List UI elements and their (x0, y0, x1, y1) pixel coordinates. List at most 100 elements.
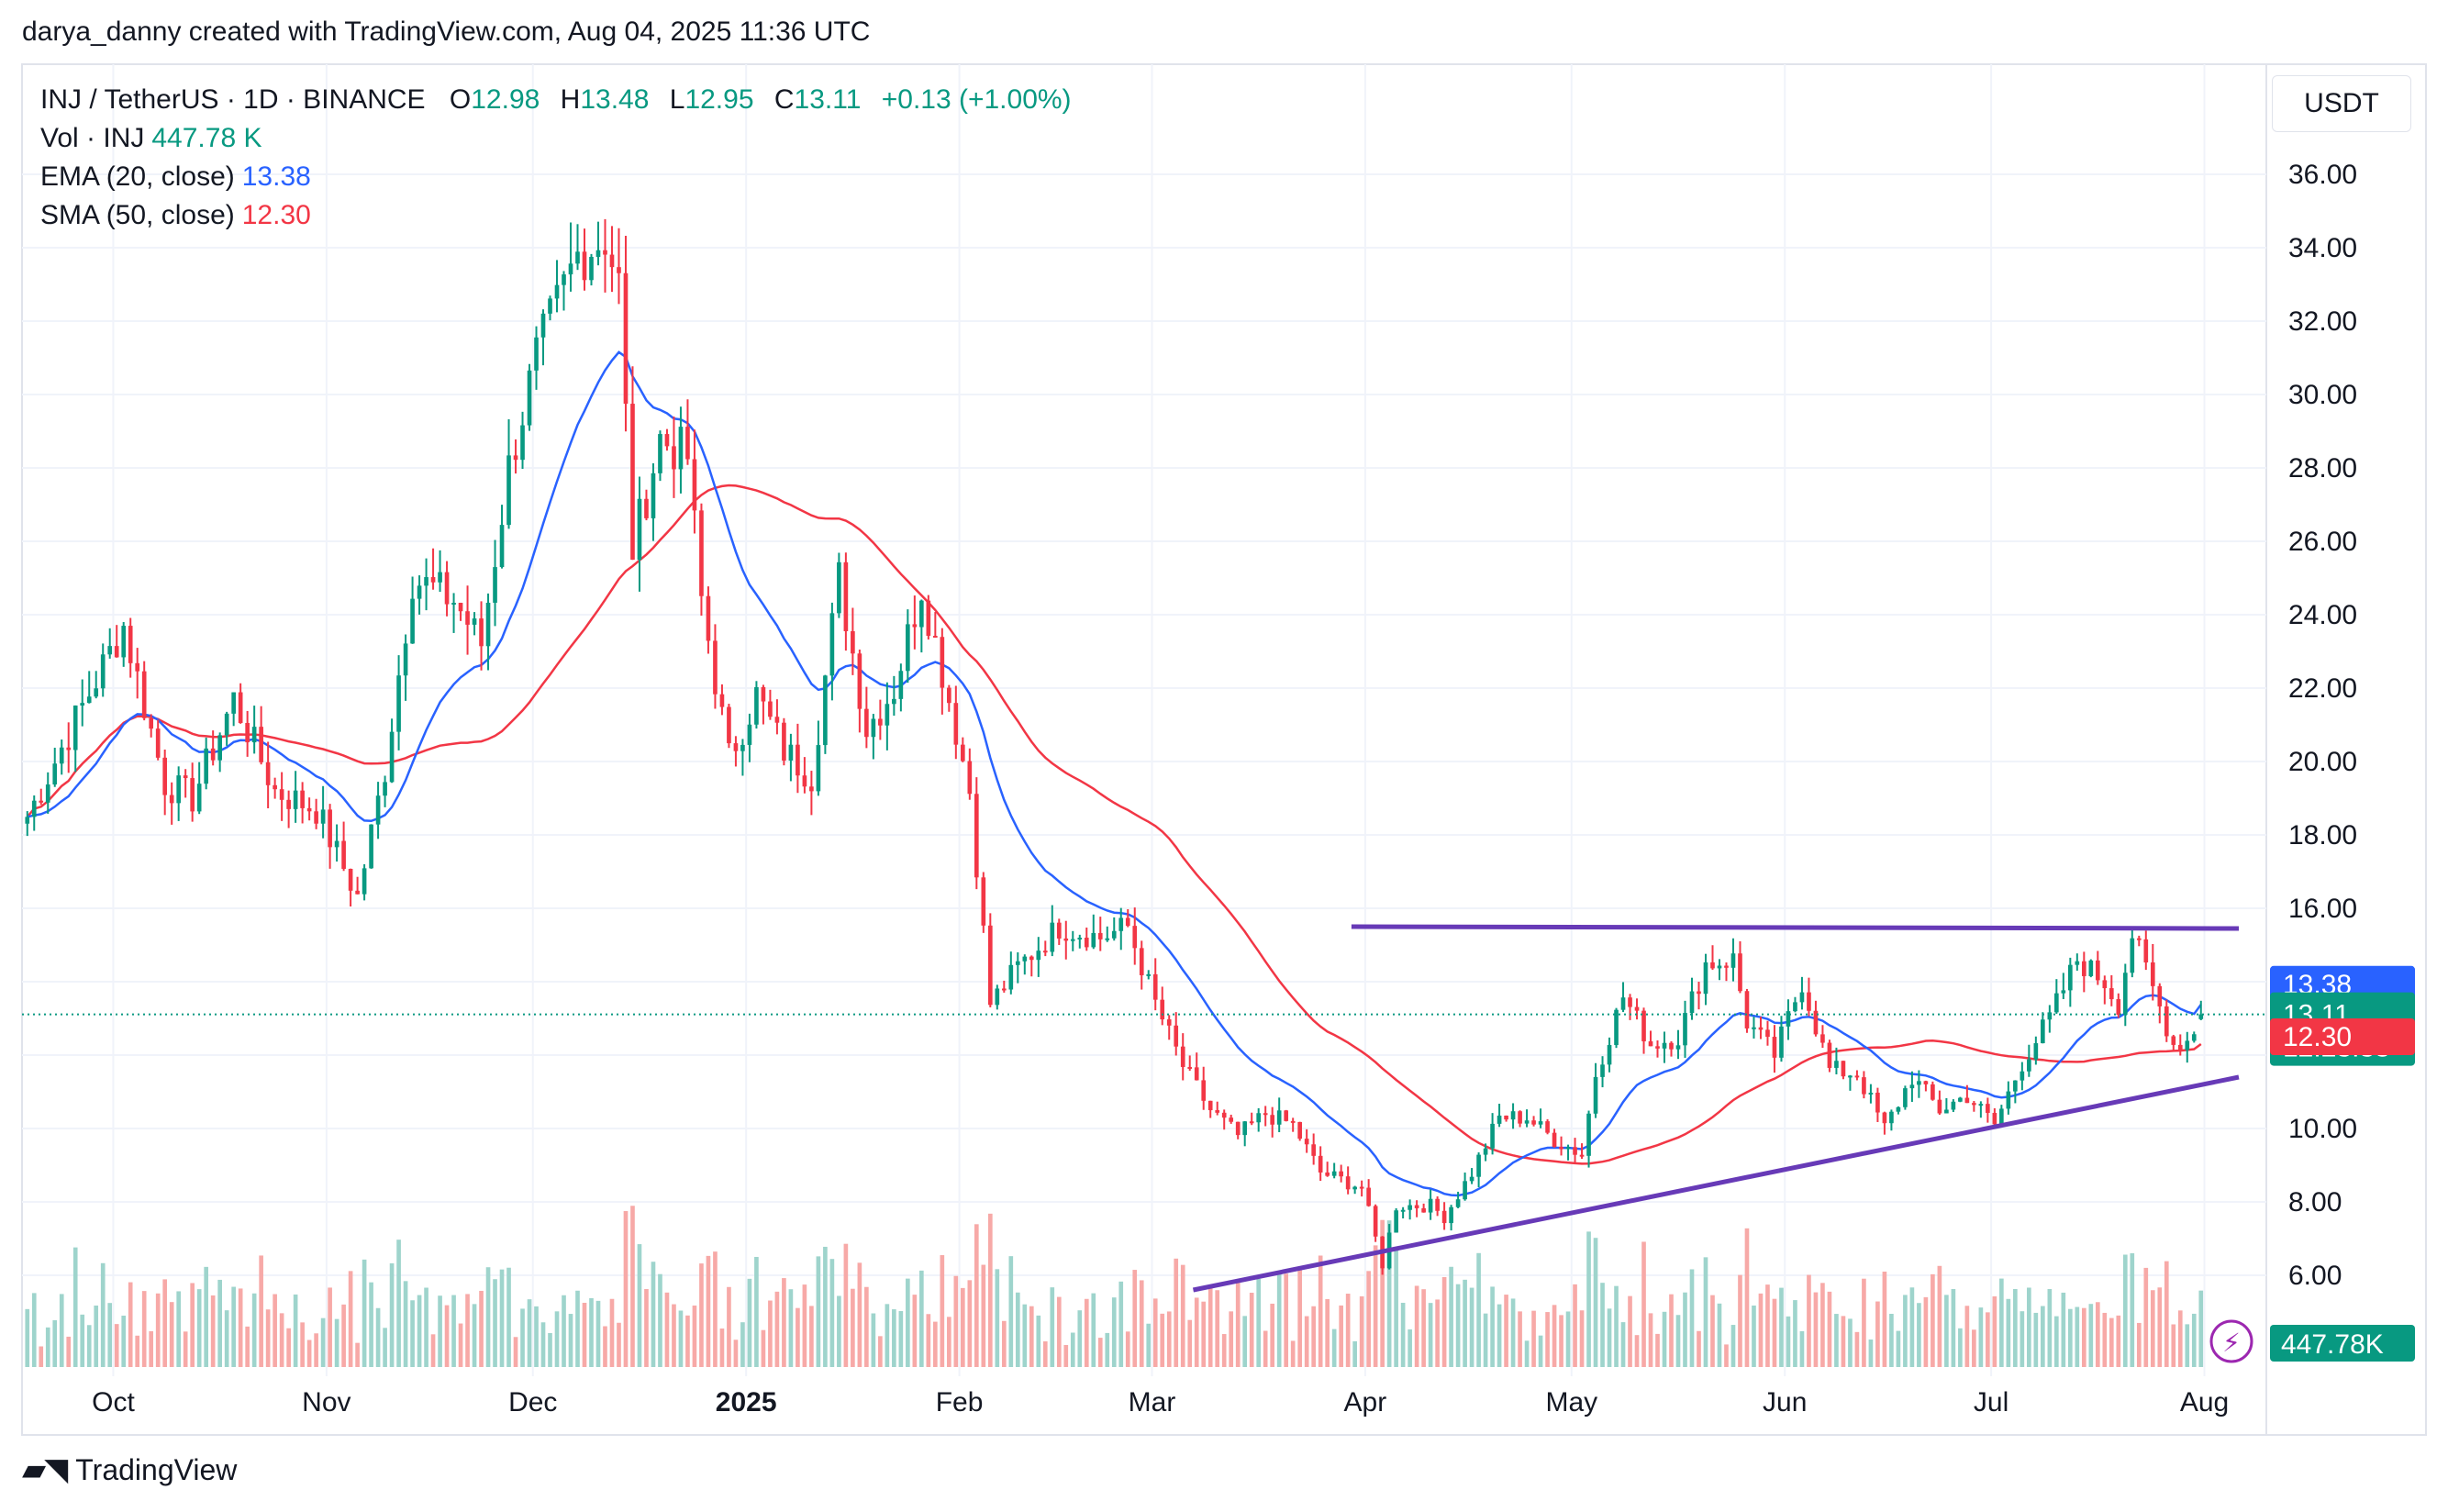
legend-vol-label[interactable]: Vol · INJ (40, 123, 145, 153)
volume-bar (1063, 1344, 1069, 1367)
trendlines[interactable] (1192, 924, 2240, 1293)
volume-bar (155, 1293, 161, 1367)
volume-bar (1345, 1294, 1351, 1367)
legend-sma-label[interactable]: SMA (50, close) (40, 200, 235, 230)
volume-bar (128, 1282, 133, 1367)
y-tick-label: 26.00 (2288, 527, 2357, 557)
volume-bar (1400, 1302, 1406, 1367)
candle-body (1917, 1081, 1921, 1085)
volume-bar (906, 1278, 910, 1367)
volume-bar (279, 1313, 284, 1367)
candle-body (59, 747, 64, 764)
volume-bar (438, 1295, 442, 1367)
volume-bar (1917, 1303, 1921, 1367)
candle-body (829, 613, 835, 676)
candle-body (678, 427, 684, 470)
candle-body (1841, 1061, 1846, 1077)
candle-body (1875, 1092, 1880, 1113)
candle-body (623, 272, 629, 405)
legend-ema-row: EMA (20, close) 13.38 (40, 158, 1072, 196)
volume-bar (1325, 1298, 1330, 1367)
candle-body (1304, 1139, 1309, 1145)
candle-body (603, 250, 607, 255)
candle-body (892, 698, 896, 705)
tradingview-brand[interactable]: ▰◥ TradingView (22, 1451, 237, 1488)
volume-bar (389, 1262, 395, 1367)
y-tick-label: 36.00 (2288, 160, 2357, 190)
candle-body (1435, 1198, 1440, 1211)
candle-body (1545, 1121, 1550, 1133)
candle-body (2130, 938, 2135, 973)
volume-bar (2185, 1324, 2190, 1367)
candle-body (2150, 962, 2155, 986)
volume-bar (796, 1307, 800, 1367)
legend-open: 12.98 (471, 84, 540, 115)
volume-bar (2095, 1302, 2100, 1367)
legend-open-label: O (449, 84, 472, 115)
lightning-icon (2209, 1319, 2253, 1363)
volume-bar (1628, 1295, 1632, 1367)
candle-body (369, 824, 373, 869)
candle-body (210, 748, 216, 761)
volume-bar (1111, 1297, 1117, 1367)
volume-bar (947, 1317, 951, 1367)
candle-body (1524, 1120, 1530, 1124)
candle-body (947, 687, 951, 704)
volume-bar (754, 1256, 759, 1367)
volume-bar (1559, 1315, 1563, 1367)
candle-body (1284, 1110, 1289, 1121)
volume-bars (25, 1206, 2204, 1367)
candle-body (355, 890, 360, 895)
volume-bar (1125, 1331, 1130, 1367)
volume-bar (1675, 1315, 1681, 1367)
candle-body (1586, 1113, 1591, 1156)
volume-bar (1779, 1287, 1784, 1367)
candle-body (245, 722, 250, 743)
volume-bar (912, 1295, 918, 1367)
volume-bar (465, 1294, 470, 1367)
legend-sma: 12.30 (241, 200, 311, 230)
candle-body (1022, 956, 1028, 962)
candle-body (320, 809, 326, 824)
candle-body (1978, 1104, 1984, 1106)
candle-body (1408, 1205, 1412, 1210)
candle-body (1221, 1112, 1227, 1118)
ema-line-group (27, 350, 2202, 1197)
resistance-trendline (1351, 924, 2240, 931)
volume-bar (1758, 1293, 1764, 1367)
candle-body (1207, 1100, 1213, 1111)
candle-body (1008, 964, 1014, 990)
volume-bar (1841, 1316, 1846, 1367)
volume-bar (1579, 1310, 1585, 1367)
currency-selector[interactable]: USDT (2272, 75, 2411, 132)
y-tick-label: 20.00 (2288, 747, 2357, 777)
candle-body (2177, 1044, 2183, 1051)
candle-body (1056, 922, 1062, 939)
legend-ema-label[interactable]: EMA (20, close) (40, 161, 235, 192)
candle-body (2075, 961, 2080, 965)
candle-body (1972, 1103, 1976, 1106)
volume-bar (403, 1281, 408, 1367)
candle-body (595, 250, 601, 258)
legend-symbol[interactable]: INJ / TetherUS · 1D · BINANCE (40, 84, 426, 115)
candle-body (1628, 997, 1632, 1007)
volume-bar (1118, 1281, 1124, 1367)
volume-bar (2068, 1308, 2073, 1367)
candle-body (1772, 1037, 1777, 1058)
x-tick-label: Jul (1974, 1387, 2008, 1418)
volume-bar (1284, 1273, 1289, 1367)
candle-body (534, 337, 539, 371)
volume-bar (575, 1290, 580, 1367)
volume-bar (740, 1322, 745, 1367)
candle-body (334, 840, 339, 848)
volume-bar (2013, 1289, 2018, 1367)
volume-bar (623, 1211, 629, 1367)
volume-bar (809, 1306, 814, 1367)
volume-bar (1510, 1298, 1516, 1367)
volume-bar (1538, 1335, 1543, 1367)
volume-bar (328, 1287, 332, 1367)
candle-body (1476, 1154, 1481, 1177)
candle-body (396, 675, 401, 732)
volume-bar (1152, 1298, 1158, 1367)
